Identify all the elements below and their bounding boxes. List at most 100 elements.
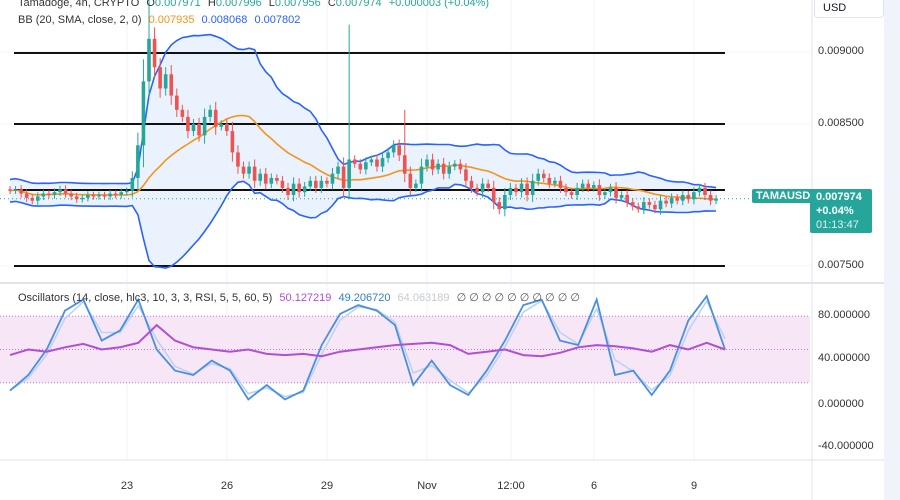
candle-body <box>97 195 101 197</box>
candle-body <box>491 187 496 203</box>
candle-body <box>58 189 62 193</box>
candle-body <box>113 193 118 195</box>
candle-body <box>141 81 146 146</box>
symbol-title[interactable]: Tamadoge, 4h, CRYPTO <box>18 0 140 9</box>
price-tick: 0.008500 <box>818 117 864 129</box>
candle-body <box>124 190 129 193</box>
candle-body <box>625 195 629 203</box>
osc-legend[interactable]: Oscillators (14, close, hlc3, 10, 3, 3, … <box>18 291 584 304</box>
time-tick: 23 <box>120 480 134 492</box>
candle-body <box>369 159 374 163</box>
candle-body <box>503 195 507 210</box>
candle-body <box>419 166 424 184</box>
candle-body <box>669 197 674 204</box>
candle-body <box>464 169 468 181</box>
candle-body <box>386 152 390 159</box>
candle-body <box>514 187 518 193</box>
candle-body <box>213 109 218 127</box>
candle-body <box>597 185 602 195</box>
candle-body <box>525 183 529 195</box>
currency-button[interactable]: USD <box>814 0 884 18</box>
candle-body <box>74 196 79 200</box>
candle-body <box>642 202 646 210</box>
bb-legend[interactable]: BB (20, SMA, close, 2, 0) 0.007935 0.008… <box>18 14 304 26</box>
candle-body <box>219 124 224 127</box>
candle-body <box>664 200 668 204</box>
candle-body <box>8 189 12 191</box>
plot-background <box>0 0 810 460</box>
time-tick: 26 <box>220 480 234 492</box>
price-tick: 0.009000 <box>818 45 864 57</box>
candle-body <box>447 166 452 174</box>
candle-body <box>614 187 618 198</box>
candle-body <box>547 177 552 184</box>
osc-tick: 0.000000 <box>818 398 864 410</box>
candle-body <box>658 200 663 210</box>
osc-label: Oscillators (14, close, hlc3, 10, 3, 3, … <box>18 292 273 304</box>
bb-lower-line <box>9 180 717 269</box>
close-value: 0.007974 <box>335 0 382 9</box>
osc-tick: 80.000000 <box>818 309 870 321</box>
candle-body <box>197 124 201 136</box>
osc-value-1: 50.127219 <box>279 292 332 304</box>
bb-fill <box>10 34 717 269</box>
bb-label: BB (20, SMA, close, 2, 0) <box>18 14 142 26</box>
candle-body <box>569 192 574 195</box>
candle-body <box>24 193 29 198</box>
candle-body <box>163 74 168 89</box>
candle-body <box>175 95 179 110</box>
last-price-tag: 0.007974 +0.04% 01:13:47 <box>810 189 872 233</box>
candle-body <box>408 173 413 188</box>
candle-body <box>453 163 457 167</box>
candle-body <box>169 74 174 96</box>
bb-lower-value: 0.007802 <box>254 14 301 26</box>
osc-value-3: 64.063189 <box>397 292 450 304</box>
candle-body <box>13 189 18 191</box>
candle-body <box>36 196 40 201</box>
candle-body <box>263 173 268 184</box>
candle-body <box>375 159 379 167</box>
candle-body <box>708 195 713 201</box>
candle-body <box>436 163 440 170</box>
candle-body <box>475 187 479 193</box>
time-tick: 29 <box>320 480 334 492</box>
candle-body <box>469 180 474 188</box>
candle-body <box>402 155 407 174</box>
candle-body <box>330 173 335 184</box>
bar-countdown: 01:13:47 <box>816 219 859 231</box>
price-tick: 0.007500 <box>818 259 864 271</box>
candle-body <box>441 163 446 174</box>
candle-body <box>108 193 112 197</box>
candle-body <box>530 180 535 195</box>
last-change: +0.04% <box>816 205 854 217</box>
candle-body <box>336 166 340 174</box>
candle-body <box>280 180 285 188</box>
osc-rsi-line <box>9 323 726 358</box>
time-tick: 6 <box>590 480 598 492</box>
candle-body <box>69 193 73 197</box>
candle-body <box>553 180 557 184</box>
candle-body <box>697 187 702 193</box>
candle-body <box>564 187 568 193</box>
candle-body <box>241 166 246 174</box>
candle-body <box>297 183 301 193</box>
candle-body <box>191 124 196 132</box>
symbol-legend: Tamadoge, 4h, CRYPTO O0.007971 H0.007996… <box>18 0 493 9</box>
candle-body <box>519 183 524 193</box>
candle-body <box>269 177 274 184</box>
candle-body <box>252 166 257 181</box>
open-label: O <box>146 0 155 9</box>
high-value: 0.007996 <box>215 0 262 9</box>
bb-upper-line <box>9 33 717 189</box>
time-tick: 9 <box>690 480 698 492</box>
candle-body <box>186 116 190 132</box>
candle-body <box>364 162 368 170</box>
candle-body <box>508 187 513 195</box>
candle-body <box>352 159 357 164</box>
candle-body <box>347 159 351 188</box>
candle-body <box>430 159 435 170</box>
open-value: 0.007971 <box>154 0 201 9</box>
symbol-tag: TAMAUSD <box>752 189 815 203</box>
osc-tick: -40.000000 <box>818 440 874 452</box>
